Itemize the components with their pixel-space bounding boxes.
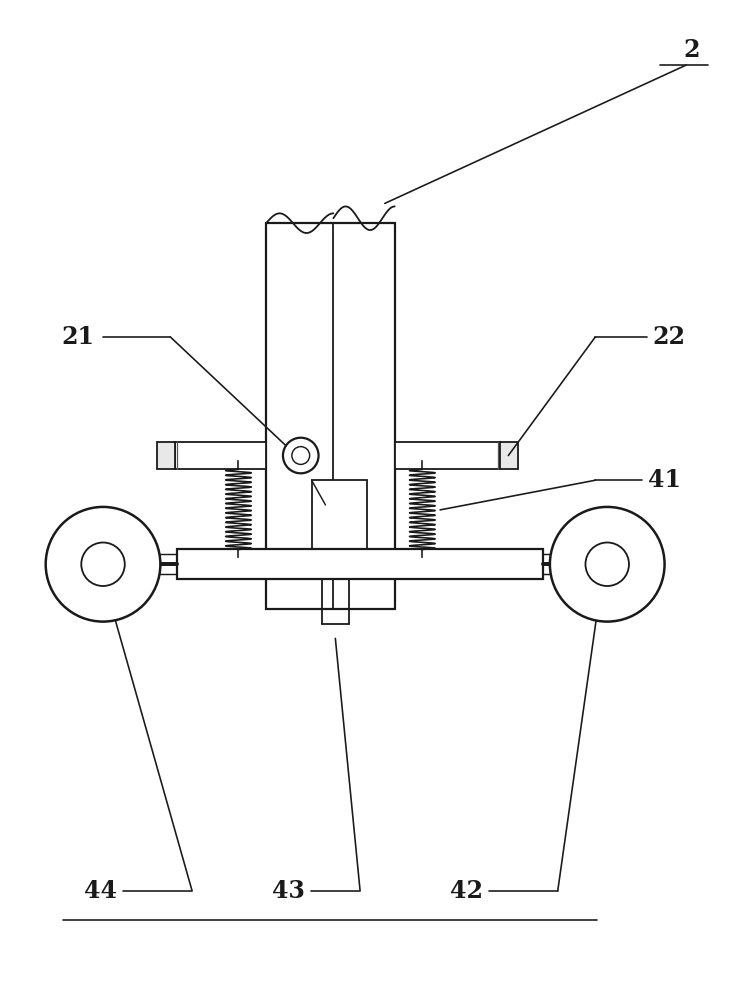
Bar: [312, 480, 367, 549]
Text: 21: 21: [61, 325, 95, 349]
Text: 22: 22: [652, 325, 685, 349]
Bar: [175, 442, 266, 469]
Bar: [157, 442, 175, 469]
Circle shape: [292, 447, 310, 464]
Bar: [395, 442, 501, 469]
Text: 41: 41: [648, 468, 681, 492]
Circle shape: [550, 507, 665, 622]
Circle shape: [45, 507, 160, 622]
Circle shape: [586, 543, 629, 586]
Bar: [177, 549, 543, 579]
Circle shape: [283, 438, 318, 473]
Bar: [501, 442, 518, 469]
Circle shape: [81, 543, 124, 586]
Text: 44: 44: [83, 879, 116, 903]
Text: 42: 42: [450, 879, 483, 903]
Bar: [266, 223, 395, 609]
Text: 43: 43: [272, 879, 305, 903]
Text: 2: 2: [683, 38, 700, 62]
